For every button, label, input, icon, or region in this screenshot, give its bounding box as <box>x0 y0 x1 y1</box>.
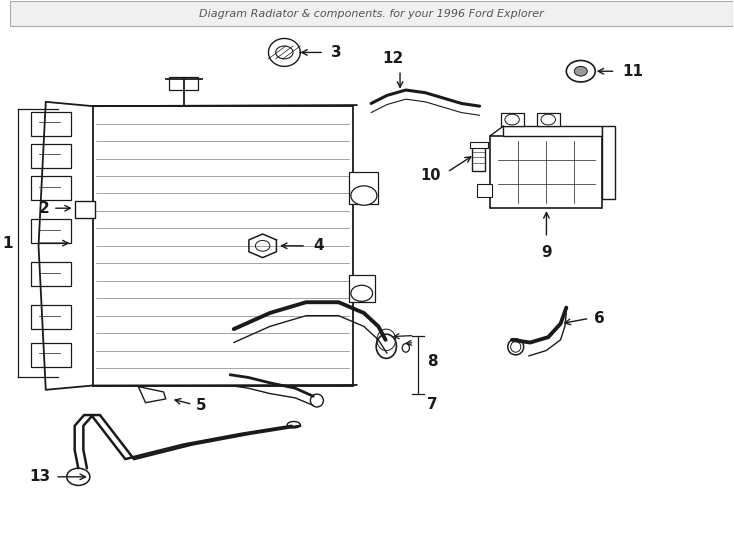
Bar <box>504 126 603 136</box>
Bar <box>603 126 616 199</box>
Bar <box>32 112 71 136</box>
Bar <box>75 201 95 218</box>
Text: 5: 5 <box>196 399 207 414</box>
Bar <box>32 176 71 200</box>
Text: 4: 4 <box>313 238 324 253</box>
Polygon shape <box>138 387 166 403</box>
Bar <box>349 275 375 302</box>
Bar <box>473 146 485 171</box>
Text: 9: 9 <box>541 245 552 260</box>
Bar <box>92 106 353 386</box>
Bar <box>490 136 603 208</box>
Bar <box>537 113 560 126</box>
Bar <box>32 305 71 329</box>
Text: 6: 6 <box>594 311 605 326</box>
Bar <box>32 262 71 286</box>
Text: 2: 2 <box>39 201 49 215</box>
Ellipse shape <box>508 339 523 355</box>
Text: 8: 8 <box>426 354 437 369</box>
Bar <box>10 2 733 25</box>
Circle shape <box>505 114 520 125</box>
Ellipse shape <box>376 334 396 359</box>
Bar <box>501 113 523 126</box>
Bar <box>477 184 492 198</box>
Text: 7: 7 <box>426 397 437 412</box>
Text: 11: 11 <box>622 64 644 79</box>
Ellipse shape <box>287 422 300 428</box>
Circle shape <box>567 60 595 82</box>
Circle shape <box>574 66 587 76</box>
Ellipse shape <box>310 394 324 407</box>
Bar <box>32 342 71 367</box>
Text: 12: 12 <box>382 51 404 66</box>
Bar <box>170 77 198 90</box>
Circle shape <box>351 285 373 301</box>
Text: 3: 3 <box>331 45 342 60</box>
Circle shape <box>541 114 556 125</box>
Bar <box>349 172 378 204</box>
Text: 1: 1 <box>2 235 12 251</box>
Text: 10: 10 <box>421 168 441 184</box>
Bar <box>470 142 487 147</box>
Text: Diagram Radiator & components. for your 1996 Ford Explorer: Diagram Radiator & components. for your … <box>199 9 543 19</box>
Text: 13: 13 <box>29 469 51 484</box>
Circle shape <box>351 186 377 205</box>
Bar <box>32 219 71 243</box>
Bar <box>32 144 71 168</box>
Circle shape <box>67 468 90 485</box>
